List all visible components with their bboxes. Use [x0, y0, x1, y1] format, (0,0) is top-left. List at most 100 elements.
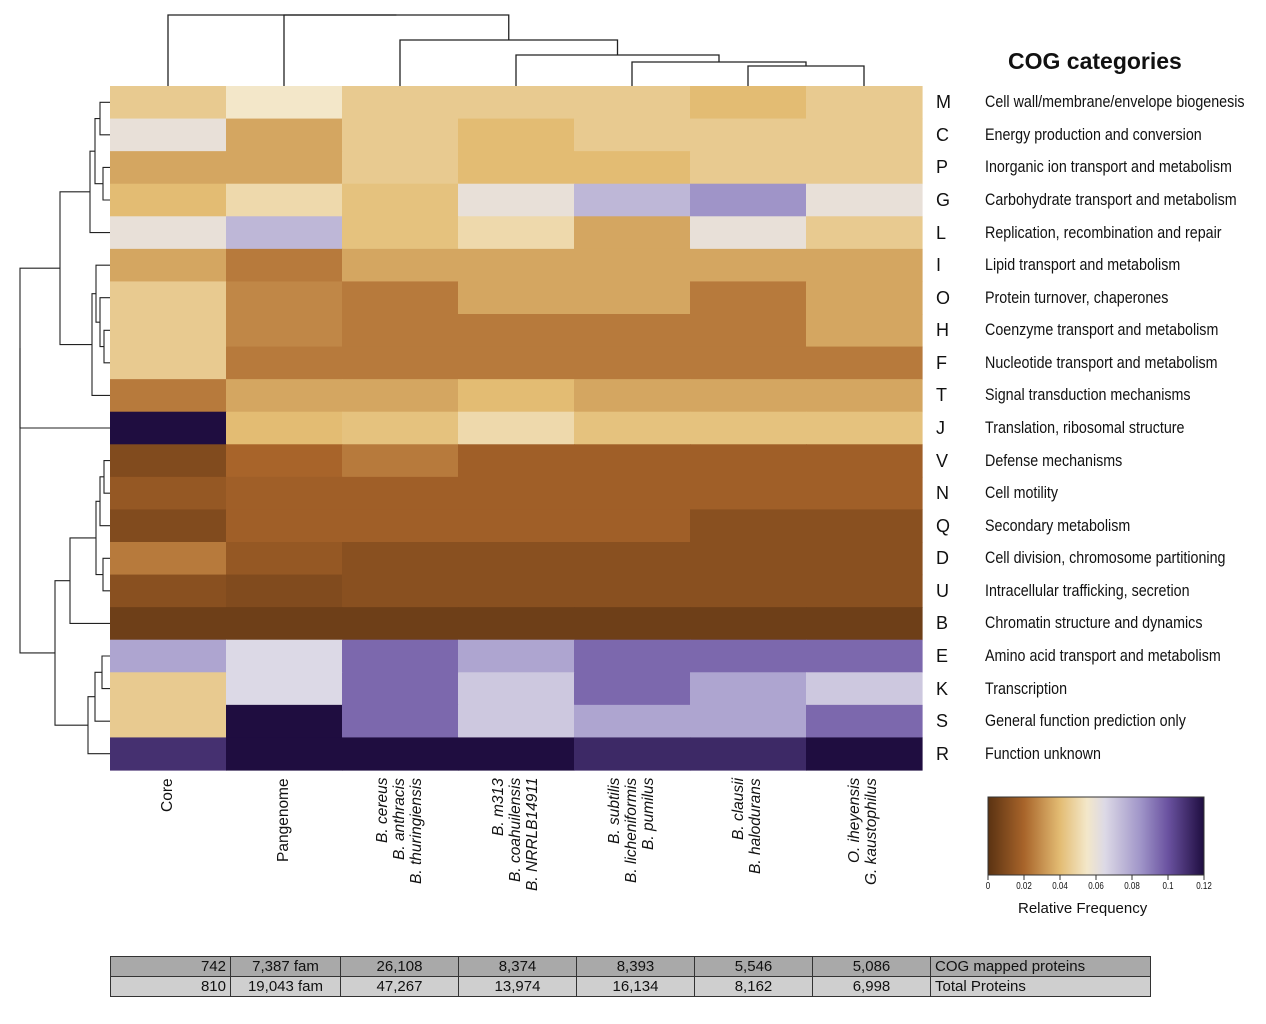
heatmap-cell-I-g6: [690, 248, 807, 283]
heatmap-cell-H-pangenome: [226, 314, 343, 348]
table-cell: 47,267: [340, 976, 459, 997]
column-label-g7-0: O. iheyensis: [846, 777, 863, 863]
table-cell: 7,387 fam: [230, 956, 341, 977]
heatmap-cell-I-g7: [806, 248, 923, 283]
heatmap-cell-Q-pangenome: [226, 509, 343, 543]
heatmap-cell-M-pangenome: [226, 86, 343, 120]
heatmap-cell-T-pangenome: [226, 379, 343, 413]
heatmap-cell-N-pangenome: [226, 476, 343, 511]
colorbar-tick-0: 0: [985, 881, 991, 892]
heatmap-cell-F-g7: [806, 346, 923, 380]
row-code-J: J: [936, 418, 945, 438]
heatmap-cell-I-core: [110, 248, 227, 283]
heatmap-cell-O-g5: [574, 281, 691, 315]
heatmap-cell-D-g7: [806, 542, 923, 576]
heatmap-cell-H-g4: [458, 314, 575, 348]
table-row: 810 19,043 fam 47,267 13,974 16,134 8,162 6,99…: [110, 976, 1151, 997]
heatmap-cell-L-g7: [806, 216, 923, 250]
column-label-g3-1: B. anthracis: [390, 778, 408, 860]
heatmap-cell-V-g7: [806, 444, 923, 478]
row-code-H: H: [936, 320, 949, 341]
heatmap-cell-M-g6: [690, 86, 807, 120]
legend-title: COG categories: [1008, 48, 1182, 74]
heatmap-cell-I-g5: [574, 248, 691, 283]
heatmap-cell-U-core: [110, 574, 227, 608]
heatmap-cell-U-g5: [574, 574, 691, 608]
heatmap-cell-H-core: [110, 314, 227, 348]
heatmap-cell-R-pangenome: [226, 737, 343, 771]
heatmap-cell-B-g4: [458, 607, 575, 641]
column-label-g3-2: B. thuringiensis: [407, 778, 425, 884]
heatmap-cell-Q-g4: [458, 509, 575, 543]
row-code-B: B: [936, 613, 949, 634]
heatmap-cell-T-g4: [458, 379, 575, 413]
heatmap-cell-S-g7: [806, 704, 923, 739]
row-code-T: T: [936, 385, 947, 406]
table-cell: 742: [110, 956, 231, 977]
heatmap-cell-N-core: [110, 476, 227, 511]
heatmap-cell-D-g5: [574, 542, 691, 576]
row-code-V: V: [936, 450, 949, 471]
heatmap-cell-M-g3: [342, 86, 459, 120]
row-name-R: Function unknown: [985, 743, 1101, 763]
row-name-U: Intracellular trafficking, secretion: [985, 580, 1190, 600]
heatmap-cell-H-g6: [690, 314, 807, 348]
heatmap-cell-K-g4: [458, 672, 575, 706]
table-cell: 19,043 fam: [230, 976, 341, 997]
heatmap-cell-N-g4: [458, 476, 575, 511]
row-code-E: E: [936, 646, 949, 666]
heatmap-cell-C-core: [110, 118, 227, 152]
heatmap-cell-D-g6: [690, 542, 807, 576]
column-dendrogram: [167, 14, 865, 86]
heatmap-cell-S-g6: [690, 704, 807, 739]
heatmap-cell-C-g3: [342, 118, 459, 152]
row-code-P: P: [936, 157, 949, 178]
heatmap-cell-Q-g5: [574, 509, 691, 543]
row-name-P: Inorganic ion transport and metabolism: [985, 157, 1232, 177]
heatmap-cell-M-g7: [806, 86, 923, 120]
table-cell: 8,162: [694, 976, 813, 997]
row-name-G: Carbohydrate transport and metabolism: [985, 190, 1237, 209]
heatmap-cell-V-pangenome: [226, 444, 343, 478]
row-code-L: L: [936, 222, 947, 243]
heatmap-cell-U-pangenome: [226, 574, 343, 608]
heatmap-cell-G-g7: [806, 183, 923, 217]
row-name-V: Defense mechanisms: [985, 450, 1123, 470]
table-cell: 8,374: [458, 956, 577, 977]
heatmap-cell-E-g6: [690, 639, 807, 673]
table-row: 742 7,387 fam 26,108 8,374 8,393 5,546 5,086 CO…: [110, 956, 1151, 977]
heatmap-cell-C-pangenome: [226, 118, 343, 152]
heatmap-cell-D-g4: [458, 542, 575, 576]
heatmap-cell-K-pangenome: [226, 672, 343, 706]
heatmap-cell-G-g3: [342, 183, 459, 217]
heatmap-cell-I-g3: [342, 248, 459, 283]
heatmap-cell-L-g4: [458, 216, 575, 250]
heatmap-cell-S-g5: [574, 704, 691, 739]
heatmap-cell-B-g7: [806, 607, 923, 641]
column-label-pangenome-0: Pangenome: [274, 778, 292, 862]
row-name-D: Cell division, chromosome partitioning: [985, 548, 1226, 568]
column-label-g4-0: B. m313: [489, 778, 507, 836]
heatmap-cell-J-pangenome: [226, 411, 343, 445]
row-code-I: I: [936, 255, 942, 276]
colorbar-tick-2: 0.04: [1052, 881, 1068, 892]
heatmap-cell-K-g7: [806, 672, 923, 706]
row-name-L: Replication, recombination and repair: [985, 222, 1222, 242]
heatmap-cell-D-g3: [342, 542, 459, 576]
table-cell: 810: [110, 976, 231, 997]
heatmap-cell-R-g5: [574, 737, 691, 771]
heatmap-cell-N-g3: [342, 476, 459, 511]
table-cell: 8,393: [576, 956, 695, 977]
heatmap-cell-F-g3: [342, 346, 459, 380]
heatmap-cell-E-pangenome: [226, 639, 343, 673]
heatmap-cell-N-g6: [690, 476, 807, 511]
heatmap-cell-E-core: [110, 639, 227, 673]
row-name-T: Signal transduction mechanisms: [985, 385, 1191, 405]
heatmap-cell-J-g7: [806, 411, 923, 445]
heatmap-cell-Q-g3: [342, 509, 459, 543]
heatmap-cell-F-g6: [690, 346, 807, 380]
heatmap-cell-P-core: [110, 151, 227, 185]
heatmap-cell-G-g5: [574, 183, 691, 217]
